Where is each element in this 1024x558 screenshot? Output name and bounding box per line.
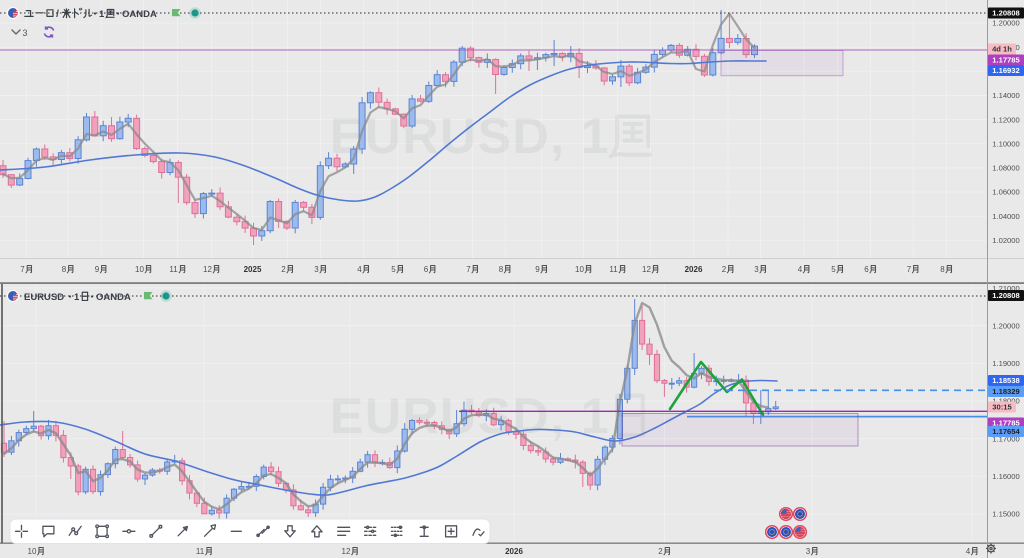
svg-text:1.15000: 1.15000 — [992, 510, 1019, 519]
svg-text:8: 8 — [62, 265, 67, 274]
svg-text:EURUSD, 1: EURUSD, 1 — [330, 108, 610, 164]
svg-text:1.14000: 1.14000 — [992, 91, 1019, 100]
svg-text:3: 3 — [22, 28, 27, 38]
svg-text:3: 3 — [314, 265, 319, 274]
svg-text:1.10000: 1.10000 — [992, 140, 1019, 149]
svg-text:10: 10 — [135, 265, 144, 274]
svg-text:9: 9 — [95, 265, 100, 274]
svg-text:1.18000: 1.18000 — [992, 397, 1019, 406]
svg-text:8: 8 — [940, 265, 945, 274]
svg-text:2: 2 — [658, 547, 663, 556]
svg-text:12: 12 — [342, 547, 351, 556]
svg-text:1: 1 — [74, 292, 80, 303]
svg-text:2: 2 — [281, 265, 286, 274]
svg-text:OANDA: OANDA — [96, 292, 131, 303]
svg-text:11: 11 — [609, 265, 618, 274]
svg-text:4: 4 — [357, 265, 362, 274]
svg-text:10: 10 — [575, 265, 584, 274]
svg-text:1.21000: 1.21000 — [992, 284, 1019, 293]
svg-text:7: 7 — [20, 265, 25, 274]
svg-text:1: 1 — [99, 9, 105, 20]
svg-text:7: 7 — [466, 265, 471, 274]
svg-text:1.06000: 1.06000 — [992, 188, 1019, 197]
svg-text:/: / — [56, 9, 59, 20]
svg-text:1.16932: 1.16932 — [992, 66, 1019, 75]
svg-text:12: 12 — [642, 265, 651, 274]
svg-text:2025: 2025 — [244, 265, 262, 274]
svg-text:6: 6 — [864, 265, 869, 274]
svg-text:12: 12 — [203, 265, 212, 274]
svg-text:8: 8 — [499, 265, 504, 274]
svg-text:EURUSD: EURUSD — [24, 292, 64, 303]
svg-text:9: 9 — [535, 265, 540, 274]
svg-text:4: 4 — [966, 547, 971, 556]
svg-text:11: 11 — [169, 265, 178, 274]
svg-text:2: 2 — [722, 265, 727, 274]
svg-text:1.17654: 1.17654 — [992, 427, 1020, 436]
svg-text:1.18538: 1.18538 — [992, 376, 1019, 385]
svg-text:1.20000: 1.20000 — [992, 19, 1019, 28]
svg-text:1.17785: 1.17785 — [992, 419, 1020, 428]
svg-text:5: 5 — [831, 265, 836, 274]
svg-text:1.19000: 1.19000 — [992, 359, 1019, 368]
svg-text:1.08000: 1.08000 — [992, 164, 1019, 173]
svg-text:7: 7 — [907, 265, 912, 274]
svg-text:4: 4 — [798, 265, 803, 274]
svg-text:OANDA: OANDA — [122, 9, 157, 20]
svg-text:1.18329: 1.18329 — [992, 387, 1019, 396]
svg-text:1.20808: 1.20808 — [992, 291, 1019, 300]
svg-text:1.02000: 1.02000 — [992, 236, 1019, 245]
svg-text:10: 10 — [28, 547, 37, 556]
svg-text:1.20808: 1.20808 — [992, 9, 1019, 18]
svg-text:3: 3 — [754, 265, 759, 274]
svg-text:30:15: 30:15 — [992, 403, 1012, 412]
svg-text:1.20000: 1.20000 — [992, 321, 1019, 330]
svg-text:11: 11 — [196, 547, 205, 556]
svg-text:3: 3 — [806, 547, 811, 556]
svg-text:4d 1h: 4d 1h — [992, 45, 1012, 54]
svg-text:5: 5 — [391, 265, 396, 274]
svg-text:6: 6 — [424, 265, 429, 274]
svg-text:1.04000: 1.04000 — [992, 212, 1019, 221]
svg-text:1.17000: 1.17000 — [992, 434, 1019, 443]
svg-text:2026: 2026 — [505, 547, 523, 556]
svg-text:1.16000: 1.16000 — [992, 472, 1019, 481]
svg-text:1.12000: 1.12000 — [992, 115, 1019, 124]
svg-text:1.17785: 1.17785 — [992, 56, 1020, 65]
svg-text:2026: 2026 — [685, 265, 703, 274]
